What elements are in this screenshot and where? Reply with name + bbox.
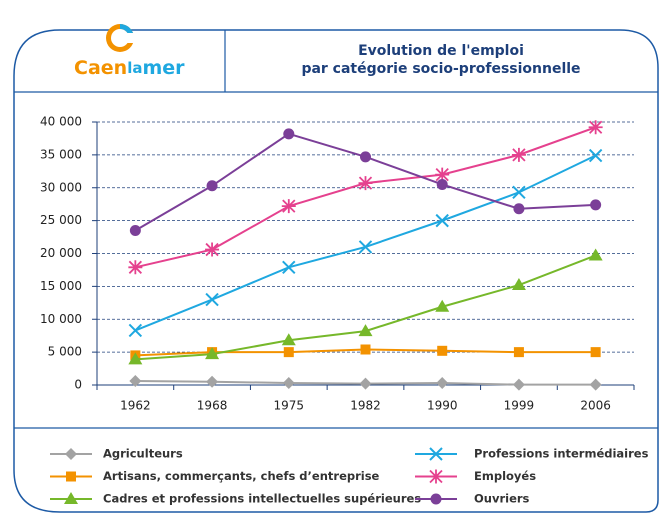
logo-part: la [127,59,142,77]
marker [590,199,602,211]
marker [511,278,526,291]
marker [436,377,449,390]
marker [281,199,296,214]
marker [128,352,143,365]
marker [513,203,525,215]
marker [512,185,526,200]
x-tick-label: 1990 [427,399,458,413]
marker [360,344,371,355]
x-tick-label: 1975 [274,399,305,413]
marker [283,347,294,358]
chart-title: par catégorie socio-professionnelle [301,61,580,77]
chart-title: Evolution de l'emploi [358,43,524,59]
marker [435,213,449,228]
marker [64,492,78,504]
marker [206,180,218,192]
y-tick-label: 0 [74,378,82,392]
logo-text: Caenlamer [74,57,185,79]
marker [588,120,603,135]
y-tick-label: 5 000 [48,345,82,359]
marker [128,260,143,275]
legend-label: Artisans, commerçants, chefs d’entrepris… [103,469,380,483]
y-tick-label: 40 000 [40,115,82,129]
logo-part: mer [142,57,185,79]
marker [65,448,77,460]
marker [282,377,295,390]
marker [429,469,443,484]
marker [129,375,142,388]
marker [588,248,603,261]
marker [283,128,295,140]
marker [588,148,603,163]
marker [129,224,141,236]
marker [590,347,601,358]
marker [511,147,526,162]
marker [205,242,220,257]
x-tick-label: 1962 [120,399,151,413]
marker [436,178,448,190]
marker [128,323,143,338]
y-tick-label: 20 000 [40,246,82,260]
x-tick-label: 2006 [580,399,611,413]
y-tick-label: 25 000 [40,213,82,227]
marker [360,151,371,163]
x-tick-label: 1968 [197,399,228,413]
marker [437,345,448,356]
legend-label: Employés [474,469,536,483]
logo-part: Caen [74,57,127,79]
marker [429,447,443,461]
marker [206,375,219,388]
marker [358,240,373,254]
marker [358,324,373,337]
marker [513,347,524,358]
series-line [135,254,597,361]
marker [205,292,219,307]
marker [430,493,442,505]
marker [512,378,525,391]
marker [66,471,76,482]
x-tick-label: 1999 [504,399,535,413]
y-tick-label: 15 000 [40,279,82,293]
marker [205,347,220,360]
y-tick-label: 10 000 [40,312,82,326]
marker [359,377,372,390]
logo-icon [106,24,139,52]
marker [282,260,296,275]
marker [358,176,373,191]
legend-label: Ouvriers [474,492,530,506]
marker [435,167,450,182]
frame [13,29,659,513]
marker [589,378,602,391]
legend-label: Agriculteurs [103,447,183,461]
y-tick-label: 35 000 [40,147,82,161]
marker [435,299,450,312]
legend-label: Cadres et professions intellectuelles su… [103,492,421,506]
x-tick-label: 1982 [350,399,381,413]
legend-label: Professions intermédiaires [474,447,649,461]
y-tick-label: 30 000 [40,180,82,194]
marker [281,333,296,346]
